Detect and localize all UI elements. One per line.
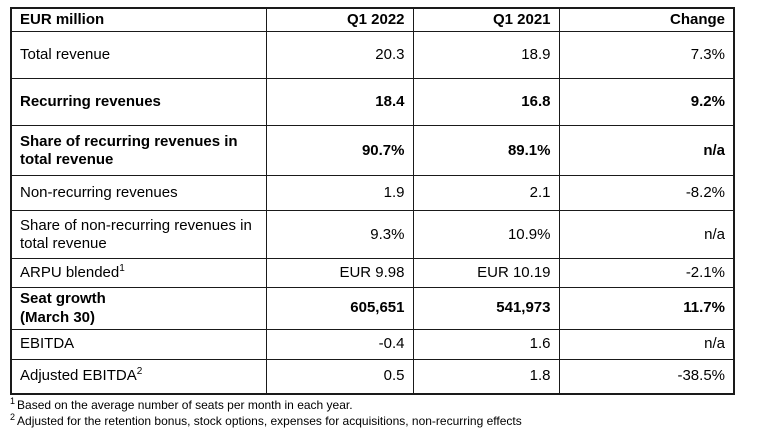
cell-q1-2021: 541,973 bbox=[412, 287, 560, 330]
header-cell-q1-2022: Q1 2022 bbox=[265, 7, 414, 33]
row-label: Total revenue bbox=[10, 31, 267, 80]
cell-change: n/a bbox=[558, 210, 735, 260]
row-label: ARPU blended1 bbox=[10, 258, 267, 289]
row-label: Seat growth (March 30) bbox=[10, 287, 267, 330]
table-row-total-revenue: Total revenue 20.3 18.9 7.3% bbox=[10, 31, 735, 80]
cell-change: -38.5% bbox=[558, 358, 735, 395]
cell-q1-2022: 9.3% bbox=[265, 210, 414, 260]
cell-change: 7.3% bbox=[558, 31, 735, 80]
cell-q1-2022: 605,651 bbox=[265, 287, 414, 330]
table-row-share-recurring: Share of recurring revenues in total rev… bbox=[10, 125, 735, 177]
cell-change: -2.1% bbox=[558, 258, 735, 289]
cell-q1-2022: EUR 9.98 bbox=[265, 258, 414, 289]
cell-q1-2021: 1.6 bbox=[412, 328, 560, 360]
cell-q1-2021: EUR 10.19 bbox=[412, 258, 560, 289]
header-cell-q1-2021: Q1 2021 bbox=[412, 7, 560, 33]
table-row-share-non-recurring: Share of non-recurring revenues in total… bbox=[10, 210, 735, 260]
cell-q1-2022: 0.5 bbox=[265, 358, 414, 395]
row-label: Share of non-recurring revenues in total… bbox=[10, 210, 267, 260]
footnote-marker: 2 bbox=[136, 366, 143, 378]
row-label: Recurring revenues bbox=[10, 78, 267, 127]
footnote-2-marker: 2 bbox=[10, 411, 16, 422]
table-row-seat-growth: Seat growth (March 30) 605,651 541,973 1… bbox=[10, 287, 735, 330]
cell-q1-2021: 89.1% bbox=[412, 125, 560, 177]
footnote-1-text: Based on the average number of seats per… bbox=[17, 398, 353, 413]
cell-change: -8.2% bbox=[558, 175, 735, 212]
financial-results-table: EUR million Q1 2022 Q1 2021 Change Total… bbox=[10, 7, 735, 396]
footnote-marker: 1 bbox=[119, 263, 125, 275]
row-label: Non-recurring revenues bbox=[10, 175, 267, 212]
cell-change: n/a bbox=[558, 328, 735, 360]
cell-change: 9.2% bbox=[558, 78, 735, 127]
footnote-1: 1 Based on the average number of seats pe… bbox=[10, 396, 768, 413]
table-row-recurring-revenues: Recurring revenues 18.4 16.8 9.2% bbox=[10, 78, 735, 127]
table-header-row: EUR million Q1 2022 Q1 2021 Change bbox=[10, 7, 735, 33]
cell-change: n/a bbox=[558, 125, 735, 177]
cell-q1-2021: 2.1 bbox=[412, 175, 560, 212]
cell-q1-2021: 1.8 bbox=[412, 358, 560, 395]
cell-q1-2021: 10.9% bbox=[412, 210, 560, 260]
cell-q1-2022: 90.7% bbox=[265, 125, 414, 177]
cell-q1-2021: 18.9 bbox=[412, 31, 560, 80]
row-label: Share of recurring revenues in total rev… bbox=[10, 125, 267, 177]
cell-q1-2021: 16.8 bbox=[412, 78, 560, 127]
table-row-adjusted-ebitda: Adjusted EBITDA2 0.5 1.8 -38.5% bbox=[10, 358, 735, 395]
cell-q1-2022: 20.3 bbox=[265, 31, 414, 80]
cell-change: 11.7% bbox=[558, 287, 735, 330]
cell-q1-2022: 1.9 bbox=[265, 175, 414, 212]
header-cell-metric: EUR million bbox=[10, 7, 267, 33]
cell-q1-2022: 18.4 bbox=[265, 78, 414, 127]
row-label: EBITDA bbox=[10, 328, 267, 360]
table-row-ebitda: EBITDA -0.4 1.6 n/a bbox=[10, 328, 735, 360]
row-label: Adjusted EBITDA2 bbox=[10, 358, 267, 395]
footnote-2: 2 Adjusted for the retention bonus, stock… bbox=[10, 411, 768, 429]
footnote-1-marker: 1 bbox=[10, 396, 16, 407]
footnote-2-text: Adjusted for the retention bonus, stock … bbox=[17, 413, 522, 428]
table-row-non-recurring-revenues: Non-recurring revenues 1.9 2.1 -8.2% bbox=[10, 175, 735, 212]
cell-q1-2022: -0.4 bbox=[265, 328, 414, 360]
header-cell-change: Change bbox=[558, 7, 735, 33]
footnotes: 1 Based on the average number of seats pe… bbox=[10, 396, 768, 429]
table-row-arpu-blended: ARPU blended1 EUR 9.98 EUR 10.19 -2.1% bbox=[10, 258, 735, 289]
